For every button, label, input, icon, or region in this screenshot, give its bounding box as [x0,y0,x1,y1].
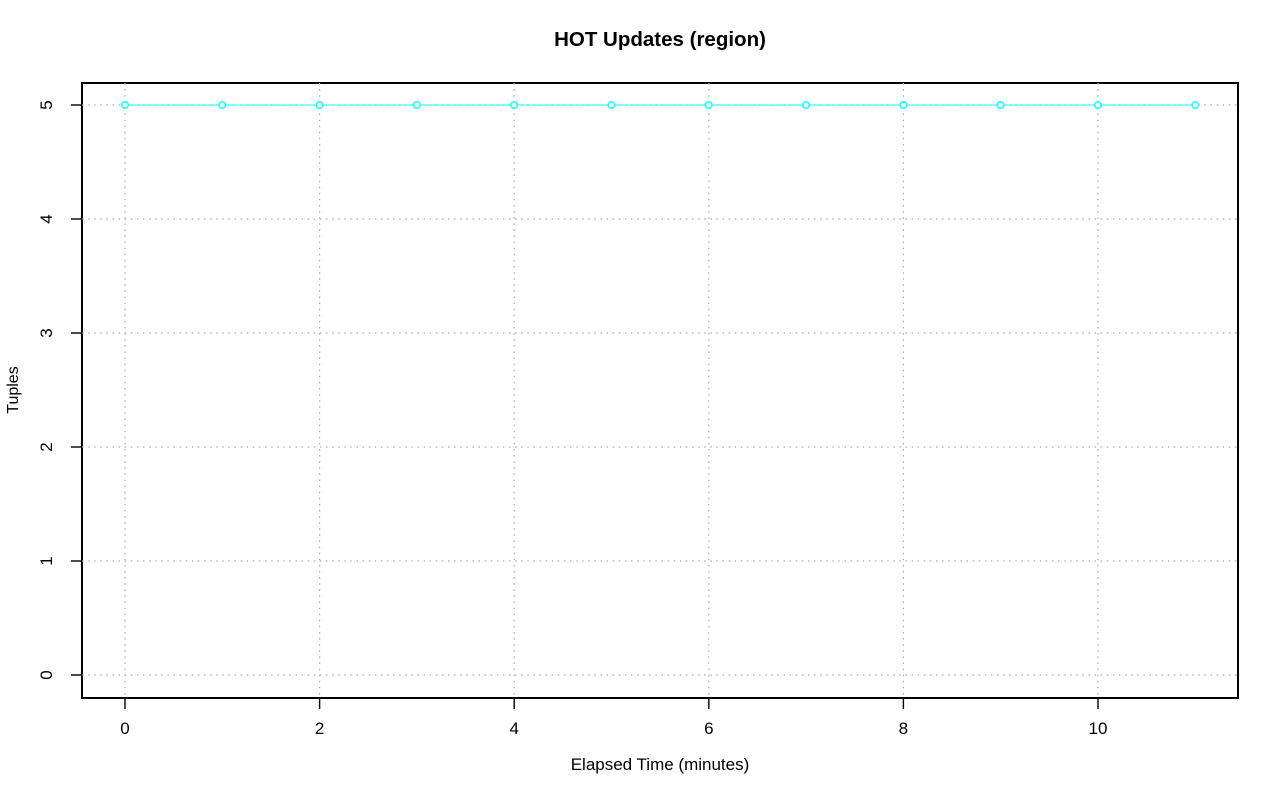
svg-text:4: 4 [509,719,518,738]
svg-text:10: 10 [1089,719,1108,738]
svg-text:2: 2 [37,442,56,451]
svg-text:HOT Updates (region): HOT Updates (region) [554,28,766,51]
svg-text:0: 0 [120,719,129,738]
svg-text:1: 1 [37,556,56,565]
svg-text:Tuples: Tuples [5,366,22,413]
svg-text:0: 0 [37,670,56,679]
svg-text:5: 5 [37,100,56,109]
svg-text:2: 2 [315,719,324,738]
svg-text:8: 8 [899,719,908,738]
svg-text:4: 4 [37,214,56,223]
svg-text:3: 3 [37,328,56,337]
svg-text:Elapsed Time (minutes): Elapsed Time (minutes) [571,755,750,774]
svg-text:6: 6 [704,719,713,738]
